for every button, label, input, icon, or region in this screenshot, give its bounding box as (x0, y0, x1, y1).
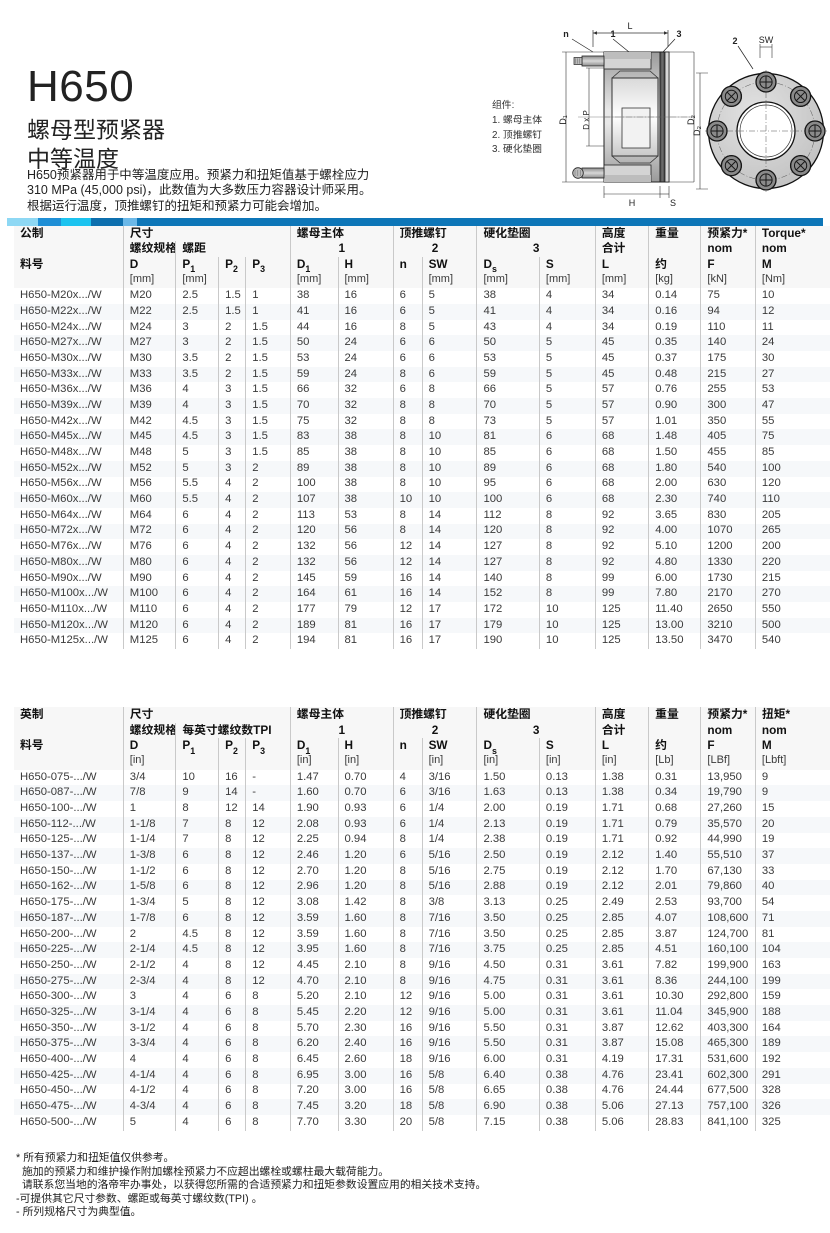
svg-text:3: 3 (676, 29, 681, 39)
svg-text:1: 1 (610, 29, 615, 39)
svg-text:2: 2 (732, 36, 737, 46)
svg-text:SW: SW (759, 35, 774, 45)
svg-text:D₁: D₁ (558, 115, 568, 125)
svg-text:D x P: D x P (582, 110, 591, 130)
svg-text:D₂: D₂ (692, 126, 702, 136)
svg-text:n: n (563, 29, 569, 39)
svg-text:S: S (670, 198, 676, 208)
svg-text:H: H (629, 198, 636, 208)
svg-text:L: L (627, 21, 632, 31)
svg-text:D₂: D₂ (686, 115, 696, 125)
